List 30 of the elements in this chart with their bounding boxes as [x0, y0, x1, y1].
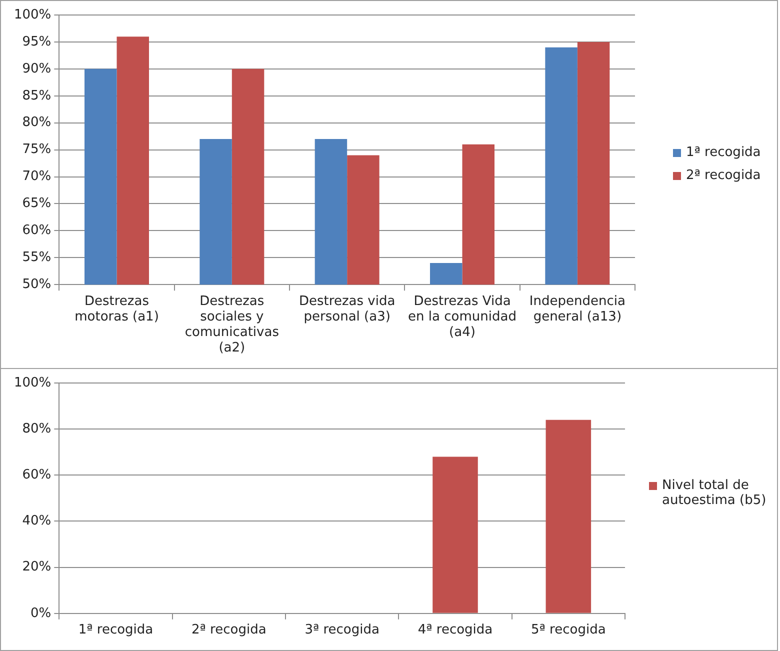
legend-label: 2ª recogida	[686, 168, 761, 183]
y-tick-label: 80%	[22, 115, 52, 130]
x-tick-label: 3ª recogida	[304, 622, 380, 638]
y-tick-label: 100%	[14, 375, 52, 390]
y-tick-label: 60%	[22, 223, 52, 238]
y-tick-label: 0%	[30, 606, 52, 621]
y-tick-label: 55%	[22, 250, 52, 266]
y-tick-label: 50%	[22, 276, 52, 292]
y-tick-label: 85%	[22, 88, 52, 104]
x-tick-label: 1ª recogida	[78, 622, 154, 638]
y-tick-label: 60%	[22, 468, 52, 483]
x-tick-label: Destrezas sociales y comunicativas (a2)	[184, 294, 280, 356]
y-tick-label: 100%	[14, 7, 52, 22]
y-tick-label: 20%	[22, 560, 52, 575]
x-tick-label: 4ª recogida	[418, 622, 493, 638]
x-tick-label: Destrezas motoras (a1)	[74, 294, 159, 324]
x-tick-label: Independencia general (a13)	[529, 294, 626, 324]
x-tick-label: 5ª recogida	[531, 622, 606, 638]
y-tick-label: 70%	[22, 169, 52, 184]
x-tick-label: Destrezas Vida en la comunidad (a4)	[408, 294, 516, 340]
y-tick-label: 40%	[22, 514, 52, 529]
y-tick-label: 95%	[22, 34, 52, 50]
legend-label: 1ª recogida	[686, 144, 761, 160]
x-tick-label: 2ª recogida	[192, 622, 266, 638]
y-tick-label: 90%	[22, 61, 52, 76]
y-tick-label: 75%	[22, 142, 52, 158]
y-tick-label: 80%	[22, 421, 52, 436]
legend-label: Nivel total de autoestima (b5)	[662, 478, 768, 508]
x-tick-label: Destrezas vida personal (a3)	[299, 294, 396, 324]
y-tick-label: 65%	[22, 196, 52, 212]
